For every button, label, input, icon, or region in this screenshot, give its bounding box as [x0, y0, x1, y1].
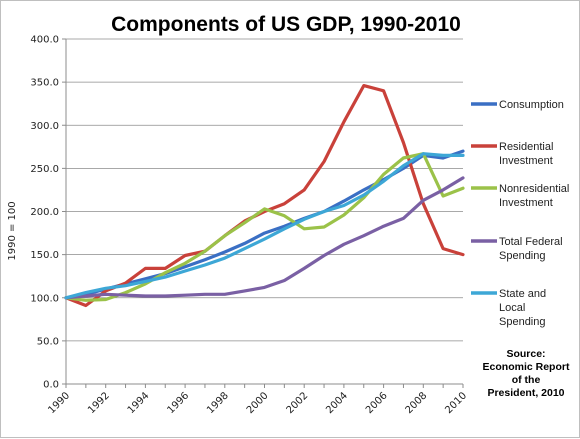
source-line: of the: [512, 374, 541, 386]
x-tick-label: 2006: [364, 390, 390, 416]
legend: Consumption Residential Investment Nonresid…: [471, 99, 569, 328]
legend-label: Investment: [499, 155, 553, 167]
y-tick-label: 50.0: [37, 336, 59, 347]
legend-label: Consumption: [499, 99, 564, 111]
source-line: Economic Report: [483, 361, 570, 373]
legend-label: Residential: [499, 141, 553, 153]
x-tick-label: 1996: [165, 390, 191, 416]
x-tick-label: 1994: [126, 390, 152, 416]
series-line-residential-investment: [64, 84, 465, 308]
y-tick-label: 300.0: [30, 121, 59, 132]
series-layer: [64, 84, 465, 308]
series-line-state-and-local-spending: [64, 152, 465, 300]
legend-label: Nonresidential: [499, 183, 569, 195]
legend-label: State and: [499, 288, 546, 300]
x-tick-label: 1990: [46, 390, 72, 416]
x-tick-label: 1992: [86, 390, 112, 416]
legend-label: Total Federal: [499, 236, 563, 248]
legend-label: Investment: [499, 197, 553, 209]
series-line-total-federal-spending: [64, 176, 465, 300]
y-tick-label: 350.0: [30, 78, 59, 89]
x-tick-label: 1998: [205, 390, 231, 416]
x-tick-label: 2002: [285, 390, 311, 416]
y-tick-label: 100.0: [30, 293, 59, 304]
series-line-nonresidential-investment: [64, 152, 465, 302]
legend-label: Spending: [499, 316, 546, 328]
grid-layer: [66, 38, 463, 342]
chart-title: Components of US GDP, 1990-2010: [111, 13, 461, 36]
series-line-consumption: [64, 149, 465, 300]
y-tick-label: 200.0: [30, 207, 59, 218]
y-tick-label: 150.0: [30, 250, 59, 261]
x-tick-label: 2000: [245, 390, 271, 416]
x-tick-label: 2004: [324, 390, 350, 416]
y-tick-label: 0.0: [43, 380, 59, 391]
legend-label: Spending: [499, 250, 546, 262]
x-tick-label: 2008: [404, 390, 430, 416]
y-axis-label: 1990 = 100: [7, 201, 18, 260]
source-line: Source:: [506, 348, 545, 360]
legend-label: Local: [499, 302, 525, 314]
y-tick-label: 400.0: [30, 35, 59, 46]
x-tick-label: 2010: [443, 390, 469, 416]
axes-layer: 0.0 50.0 100.0 150.0 200.0 250.0 300.0 350.0 400…: [30, 35, 469, 417]
y-tick-label: 250.0: [30, 164, 59, 175]
source-line: President, 2010: [487, 387, 564, 399]
